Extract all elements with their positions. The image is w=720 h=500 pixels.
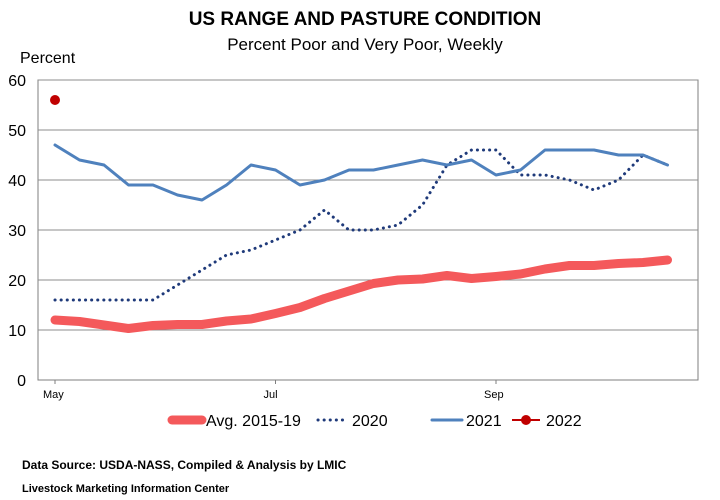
- y-tick-label: 10: [8, 323, 26, 340]
- series: [50, 95, 672, 333]
- y-tick-label: 30: [8, 223, 26, 240]
- series-avg-2015-19-line: [50, 255, 672, 333]
- organization-name: Livestock Marketing Information Center: [22, 483, 230, 495]
- y-axis-label: Percent: [20, 50, 76, 67]
- chart-title: US RANGE AND PASTURE CONDITION: [189, 9, 542, 30]
- y-tick-label: 20: [8, 273, 26, 290]
- x-tick-label: Sep: [484, 389, 504, 401]
- series-2020-line: [53, 148, 669, 302]
- x-ticks: May Jul Sep: [43, 380, 504, 401]
- chart-subtitle: Percent Poor and Very Poor, Weekly: [227, 35, 503, 54]
- legend-label-avg-2015-19: Avg. 2015-19: [206, 413, 301, 430]
- legend-label-2021: 2021: [466, 413, 502, 430]
- x-tick-label: Jul: [264, 389, 278, 401]
- y-tick-label: 0: [17, 373, 26, 390]
- series-2021-line: [53, 143, 669, 202]
- grid: [37, 79, 699, 381]
- legend-marker-2022: [521, 415, 531, 425]
- y-tick-label: 40: [8, 173, 26, 190]
- y-tick-label: 60: [8, 73, 26, 90]
- y-ticks: 0 10 20 30 40 50 60: [8, 73, 26, 390]
- legend: Avg. 2015-19 2020 2021 2022: [167, 413, 582, 430]
- data-source-note: Data Source: USDA-NASS, Compiled & Analy…: [22, 458, 347, 472]
- x-tick-label: May: [43, 389, 64, 401]
- y-tick-label: 50: [8, 123, 26, 140]
- legend-label-2020: 2020: [352, 413, 388, 430]
- series-2022-point: [50, 95, 60, 105]
- legend-label-2022: 2022: [546, 413, 582, 430]
